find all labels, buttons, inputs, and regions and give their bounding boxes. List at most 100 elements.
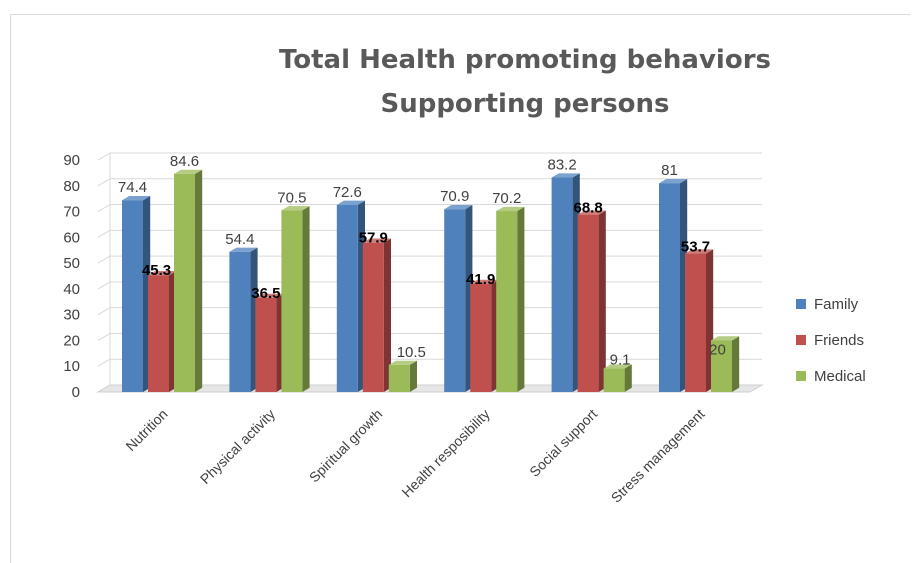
bar-top	[659, 179, 688, 184]
bar-side	[732, 336, 740, 392]
bar-side	[409, 360, 417, 392]
bar-family	[659, 183, 680, 392]
bar-friends	[577, 214, 599, 392]
y-tick-label: 0	[72, 384, 80, 401]
bar-top	[685, 249, 714, 254]
bar-top	[336, 200, 365, 205]
legend-label: Family	[814, 296, 859, 313]
data-label: 70.2	[492, 190, 521, 207]
bar-friends	[255, 297, 277, 392]
data-label: 9.1	[610, 352, 631, 369]
chart-frame	[10, 14, 910, 563]
x-tick-label: Physical activity	[197, 406, 278, 487]
bar-family	[444, 209, 466, 392]
gridline-depth	[97, 229, 111, 238]
legend-label: Medical	[814, 368, 866, 385]
x-tick-label: Spiritual growth	[306, 406, 386, 486]
legend-swatch	[796, 335, 806, 345]
data-label: 20	[709, 341, 726, 358]
x-tick-label: Social support	[526, 406, 600, 480]
data-label: 68.8	[573, 200, 602, 217]
data-label: 74.4	[118, 179, 147, 196]
data-label: 72.6	[333, 184, 362, 201]
bar-friends	[148, 275, 169, 392]
bar-top	[362, 238, 391, 243]
data-label: 84.6	[170, 153, 199, 170]
x-tick-label: Nutrition	[122, 406, 170, 454]
x-tick-label: Health resposibility	[398, 406, 492, 500]
data-label: 57.9	[359, 230, 388, 247]
bar-top	[444, 205, 473, 210]
bars	[122, 169, 740, 392]
bar-top	[229, 247, 258, 252]
bar-top	[255, 293, 284, 298]
bar-top	[122, 196, 151, 201]
bar-side	[517, 206, 525, 392]
y-tick-label: 50	[63, 255, 80, 272]
gridline-depth	[97, 307, 111, 316]
y-tick-label: 10	[63, 358, 80, 375]
data-label: 53.7	[681, 239, 710, 256]
bar-top	[577, 210, 606, 215]
data-label: 70.9	[440, 188, 469, 205]
y-tick-label: 80	[63, 178, 80, 195]
x-axis-labels: Nutrition Physical activity Spiritual grow…	[122, 406, 707, 506]
bar-top	[470, 279, 499, 284]
legend: Family Friends Medical	[796, 296, 866, 385]
chart-subtitle: Supporting persons	[380, 89, 669, 119]
gridline-depth	[97, 358, 111, 367]
legend-label: Friends	[814, 332, 864, 349]
data-label: 41.9	[466, 271, 495, 288]
y-tick-label: 60	[63, 229, 80, 246]
gridline-depth	[97, 281, 111, 290]
y-tick-label: 70	[63, 204, 80, 221]
bar-top	[603, 364, 632, 369]
bar-side	[195, 169, 203, 392]
data-label: 36.5	[251, 285, 280, 302]
bar-medical	[388, 364, 410, 392]
bar-friends	[685, 253, 706, 392]
bar-friends	[470, 283, 492, 392]
bar-side	[383, 238, 391, 392]
y-tick-label: 40	[63, 281, 80, 298]
legend-swatch	[796, 371, 806, 381]
legend-swatch	[796, 299, 806, 309]
bar-medical	[496, 211, 518, 392]
bar-family	[336, 204, 358, 392]
bar-side	[598, 210, 606, 392]
bar-top	[148, 271, 177, 276]
bar-medical	[603, 368, 625, 392]
bar-friends	[362, 242, 384, 392]
gridline-depth	[97, 204, 111, 212]
bar-family	[122, 200, 143, 392]
gridline-depth	[97, 178, 111, 187]
y-axis-ticks: 0 10 20 30 40 50 60 70 80 90	[63, 152, 80, 401]
data-label: 70.5	[277, 189, 306, 206]
y-tick-label: 90	[63, 152, 80, 169]
bar-top	[174, 169, 203, 174]
bar-side	[302, 206, 310, 392]
data-label: 54.4	[225, 231, 254, 248]
bar-top	[388, 360, 417, 365]
bar-family	[551, 177, 573, 392]
bar-top	[496, 206, 525, 212]
bar-medical	[711, 340, 732, 392]
data-label: 10.5	[397, 344, 426, 361]
data-label: 81	[661, 162, 678, 179]
bar-medical	[174, 173, 195, 392]
data-label: 83.2	[547, 157, 576, 174]
data-labels: 74.4 45.3 84.6 54.4 36.5 70.5 72.6 57.9 10.5 70.9…	[118, 153, 726, 369]
bar-family	[229, 251, 251, 392]
gridline-depth	[97, 152, 111, 161]
bar-top	[551, 173, 580, 178]
x-tick-label: Stress management	[608, 406, 708, 506]
gridline-depth	[97, 255, 111, 264]
gridline-depth	[97, 333, 111, 341]
bar-top	[281, 206, 310, 211]
chart-title: Total Health promoting behaviors	[279, 45, 771, 75]
bar-side	[624, 364, 632, 392]
y-tick-label: 20	[63, 332, 80, 349]
data-label: 45.3	[142, 262, 171, 279]
bar-medical	[281, 210, 303, 392]
